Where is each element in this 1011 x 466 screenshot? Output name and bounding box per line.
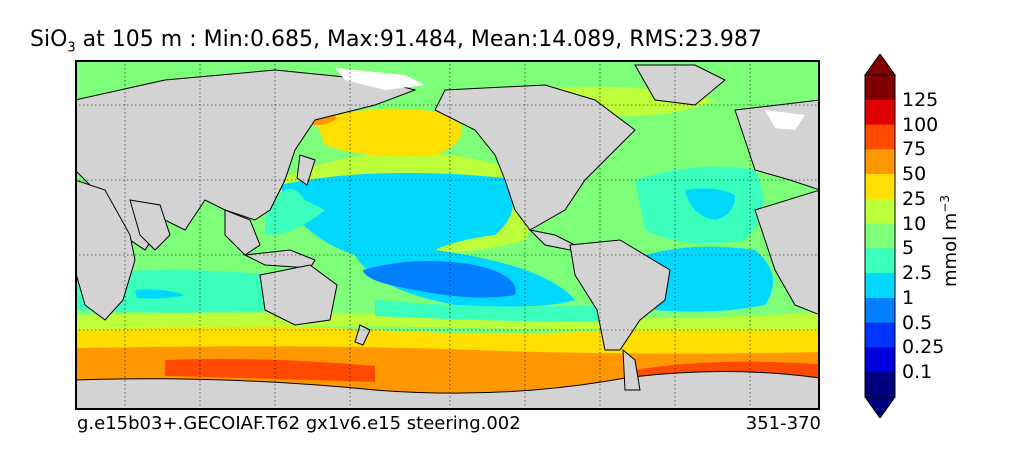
colorbar-extend-min — [864, 396, 896, 418]
colorbar-segment — [865, 347, 895, 373]
colorbar-segment — [865, 124, 895, 150]
title-stats: at 105 m : Min:0.685, Max:91.484, Mean:1… — [75, 27, 762, 52]
map-panel — [75, 60, 820, 410]
masked-area-hudson — [765, 110, 805, 130]
contour-band-pacific-blue — [363, 261, 516, 298]
contour-band-north-atlantic-cyan — [685, 188, 735, 220]
colorbar-tick-label: 125 — [902, 88, 939, 111]
colorbar-segment — [865, 322, 895, 348]
colorbar-segment — [865, 297, 895, 324]
landmass-arabia-india — [129, 199, 171, 251]
title-species-subscript: 3 — [67, 40, 76, 56]
landmass-africa — [75, 179, 136, 321]
contour-band-indian-cyan — [135, 289, 185, 299]
map-title: SiO3 at 105 m : Min:0.685, Max:91.484, M… — [30, 27, 762, 55]
contour-band-equatorial-teal — [265, 188, 325, 235]
colorbar — [864, 54, 896, 418]
land-masses — [75, 64, 820, 410]
colorbar-tick-label: 10 — [902, 212, 927, 235]
colorbar-tick-label: 100 — [902, 113, 939, 136]
landmass-greenland — [634, 64, 726, 106]
landmass-southeast-asia — [224, 209, 261, 256]
contour-band-pacific-southern-teal — [375, 300, 625, 322]
colorbar-outline — [864, 74, 896, 398]
run-name-label: g.e15b03+.GECOIAF.T62 gx1v6.e15 steering… — [77, 413, 521, 434]
colorbar-tick-label: 0.1 — [902, 361, 933, 384]
contour-band-pacific-cyan — [280, 172, 575, 307]
colorbar-segment — [865, 99, 895, 126]
contour-band-north-pacific-yellow — [315, 108, 462, 157]
landmass-new-zealand — [354, 324, 371, 346]
map-border — [75, 60, 820, 410]
colorbar-segment — [865, 149, 895, 175]
colorbar-tick-label: 50 — [902, 163, 927, 186]
landmass-south-america — [569, 239, 671, 351]
contour-band-red-indian — [165, 358, 375, 382]
colorbar-segment — [865, 174, 895, 200]
colorbar-segment — [865, 75, 895, 101]
colorbar-tick-label: 1 — [902, 286, 915, 309]
colorbar-extend-max — [864, 54, 896, 76]
units-exponent: −3 — [938, 194, 952, 213]
landmass-australia — [259, 264, 338, 326]
colorbar-segment-min — [865, 372, 895, 397]
colorbar-tick-label: 5 — [902, 237, 915, 260]
colorbar-segment — [865, 273, 895, 299]
colorbar-tick-label: 75 — [902, 138, 927, 161]
colorbar-tick-label: 0.5 — [902, 311, 933, 334]
landmass-north-america — [434, 84, 636, 231]
title-species: SiO — [30, 27, 68, 52]
landmass-indonesia — [243, 249, 316, 269]
landmass-antarctic-peninsula — [622, 348, 641, 391]
graticule — [75, 60, 820, 410]
units-base: mmol m — [940, 212, 961, 287]
colorbar-tick-label: 25 — [902, 187, 927, 210]
landmass-west-africa — [754, 189, 820, 316]
colorbar-segment — [865, 223, 895, 249]
colorbar-units-label: mmol m−3 — [938, 195, 961, 287]
colorbar-tick-label: 0.25 — [902, 336, 945, 359]
masked-area-arctic — [335, 68, 425, 90]
world-map — [75, 60, 820, 410]
colorbar-segment — [865, 248, 895, 274]
colorbar-tick-label: 2.5 — [902, 262, 933, 285]
landmass-japan — [296, 154, 316, 186]
period-label: 351-370 — [745, 413, 821, 434]
colorbar-segment — [865, 198, 895, 225]
